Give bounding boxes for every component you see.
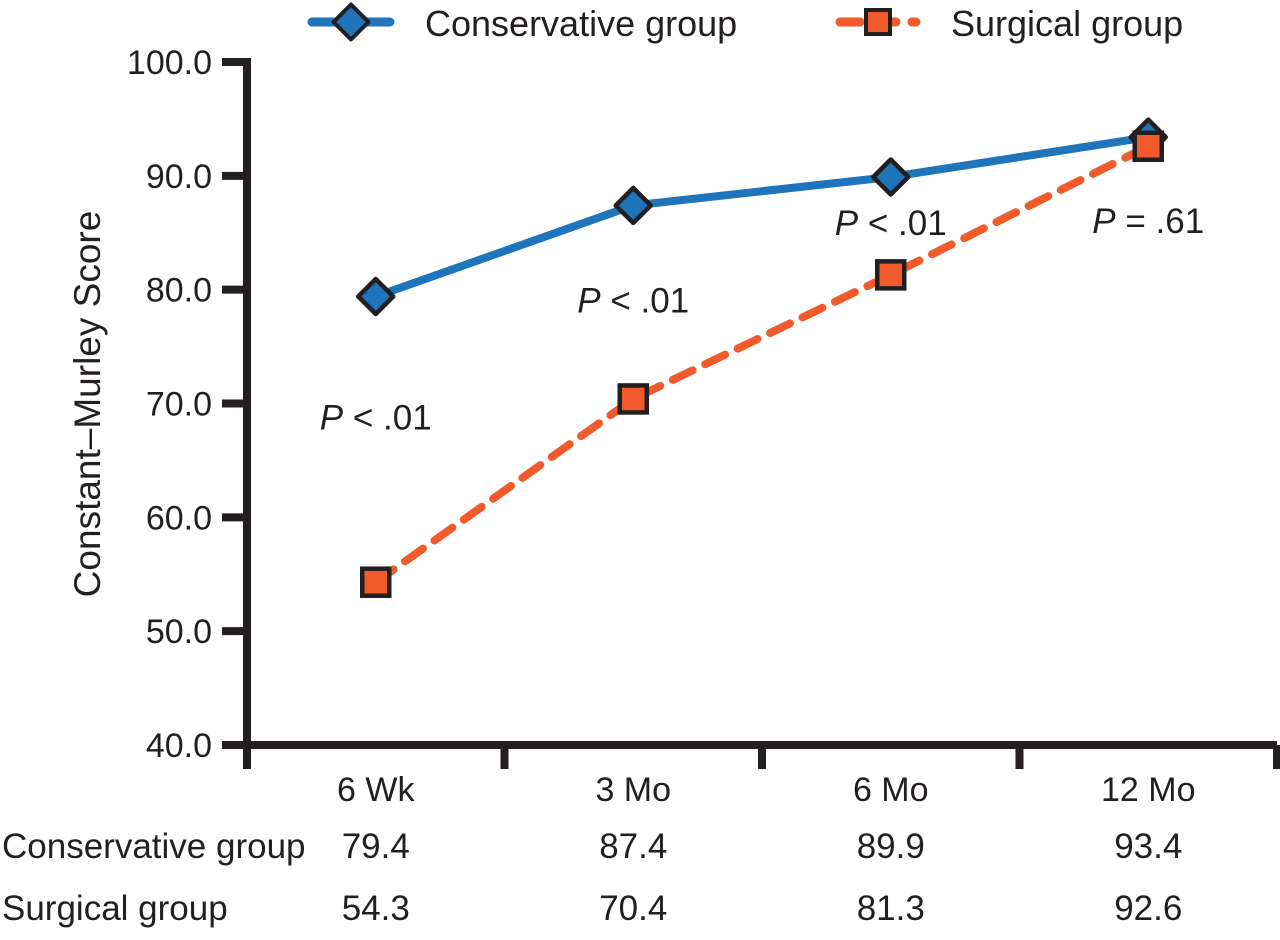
surgical-marker-0	[360, 566, 392, 598]
y-axis-title: Constant–Murley Score	[67, 211, 108, 598]
surgical-marker-2	[875, 259, 907, 291]
x-category-label-1: 3 Mo	[595, 771, 671, 809]
p-value-annotation-1: P < .01	[577, 281, 689, 320]
conservative-marker-2	[871, 157, 911, 197]
x-category-label-3: 12 Mo	[1101, 771, 1196, 809]
y-tick-label-4: 60.0	[146, 499, 212, 537]
p-value-annotation-3: P = .61	[1092, 202, 1204, 241]
surgical-marker-3	[1132, 130, 1164, 162]
x-category-label-2: 6 Mo	[853, 771, 929, 809]
table-value-1-0: 54.3	[342, 889, 410, 928]
conservative-marker-1	[613, 185, 653, 226]
legend-square-icon	[864, 8, 892, 36]
table-value-1-1: 70.4	[599, 889, 667, 928]
table-value-0-2: 89.9	[857, 827, 925, 866]
axes: 100.0 90.0 80.0 70.0 60.0 50.0 40.0 6 Wk 3 Mo 6 M…	[67, 44, 1280, 809]
series-line-conservative	[371, 133, 1153, 301]
table-value-0-1: 87.4	[599, 827, 667, 866]
series-line-surgical	[371, 142, 1153, 587]
p-value-annotation-2: P < .01	[835, 204, 947, 243]
conservative-marker-0	[356, 276, 396, 317]
table-value-0-0: 79.4	[342, 827, 410, 866]
table-row-1: Surgical group 54.3 70.4 81.3 92.6	[2, 889, 1182, 928]
table-value-0-3: 93.4	[1114, 827, 1182, 866]
series-markers-conservative	[356, 117, 1168, 317]
legend: Conservative group Surgical group	[307, 2, 1183, 44]
y-tick-label-6: 40.0	[146, 727, 212, 765]
surgical-marker-1	[617, 383, 649, 415]
legend-surgical-label: Surgical group	[951, 3, 1183, 44]
y-tick-label-5: 50.0	[146, 613, 212, 651]
series-markers-surgical	[360, 130, 1164, 598]
table-row-label-1: Surgical group	[2, 889, 228, 928]
x-category-label-0: 6 Wk	[337, 771, 415, 809]
p-value-annotation-0: P < .01	[320, 399, 432, 438]
table-value-1-2: 81.3	[857, 889, 925, 928]
table-value-1-3: 92.6	[1114, 889, 1182, 928]
table-row-0: Conservative group 79.4 87.4 89.9 93.4	[2, 827, 1182, 866]
y-tick-label-2: 80.0	[146, 272, 212, 310]
y-tick-label-3: 70.0	[146, 386, 212, 424]
y-tick-label-0: 100.0	[127, 44, 212, 82]
y-tick-label-1: 90.0	[146, 158, 212, 196]
table-row-label-0: Conservative group	[2, 827, 306, 866]
legend-diamond-icon	[331, 2, 371, 42]
legend-conservative-label: Conservative group	[425, 3, 737, 44]
